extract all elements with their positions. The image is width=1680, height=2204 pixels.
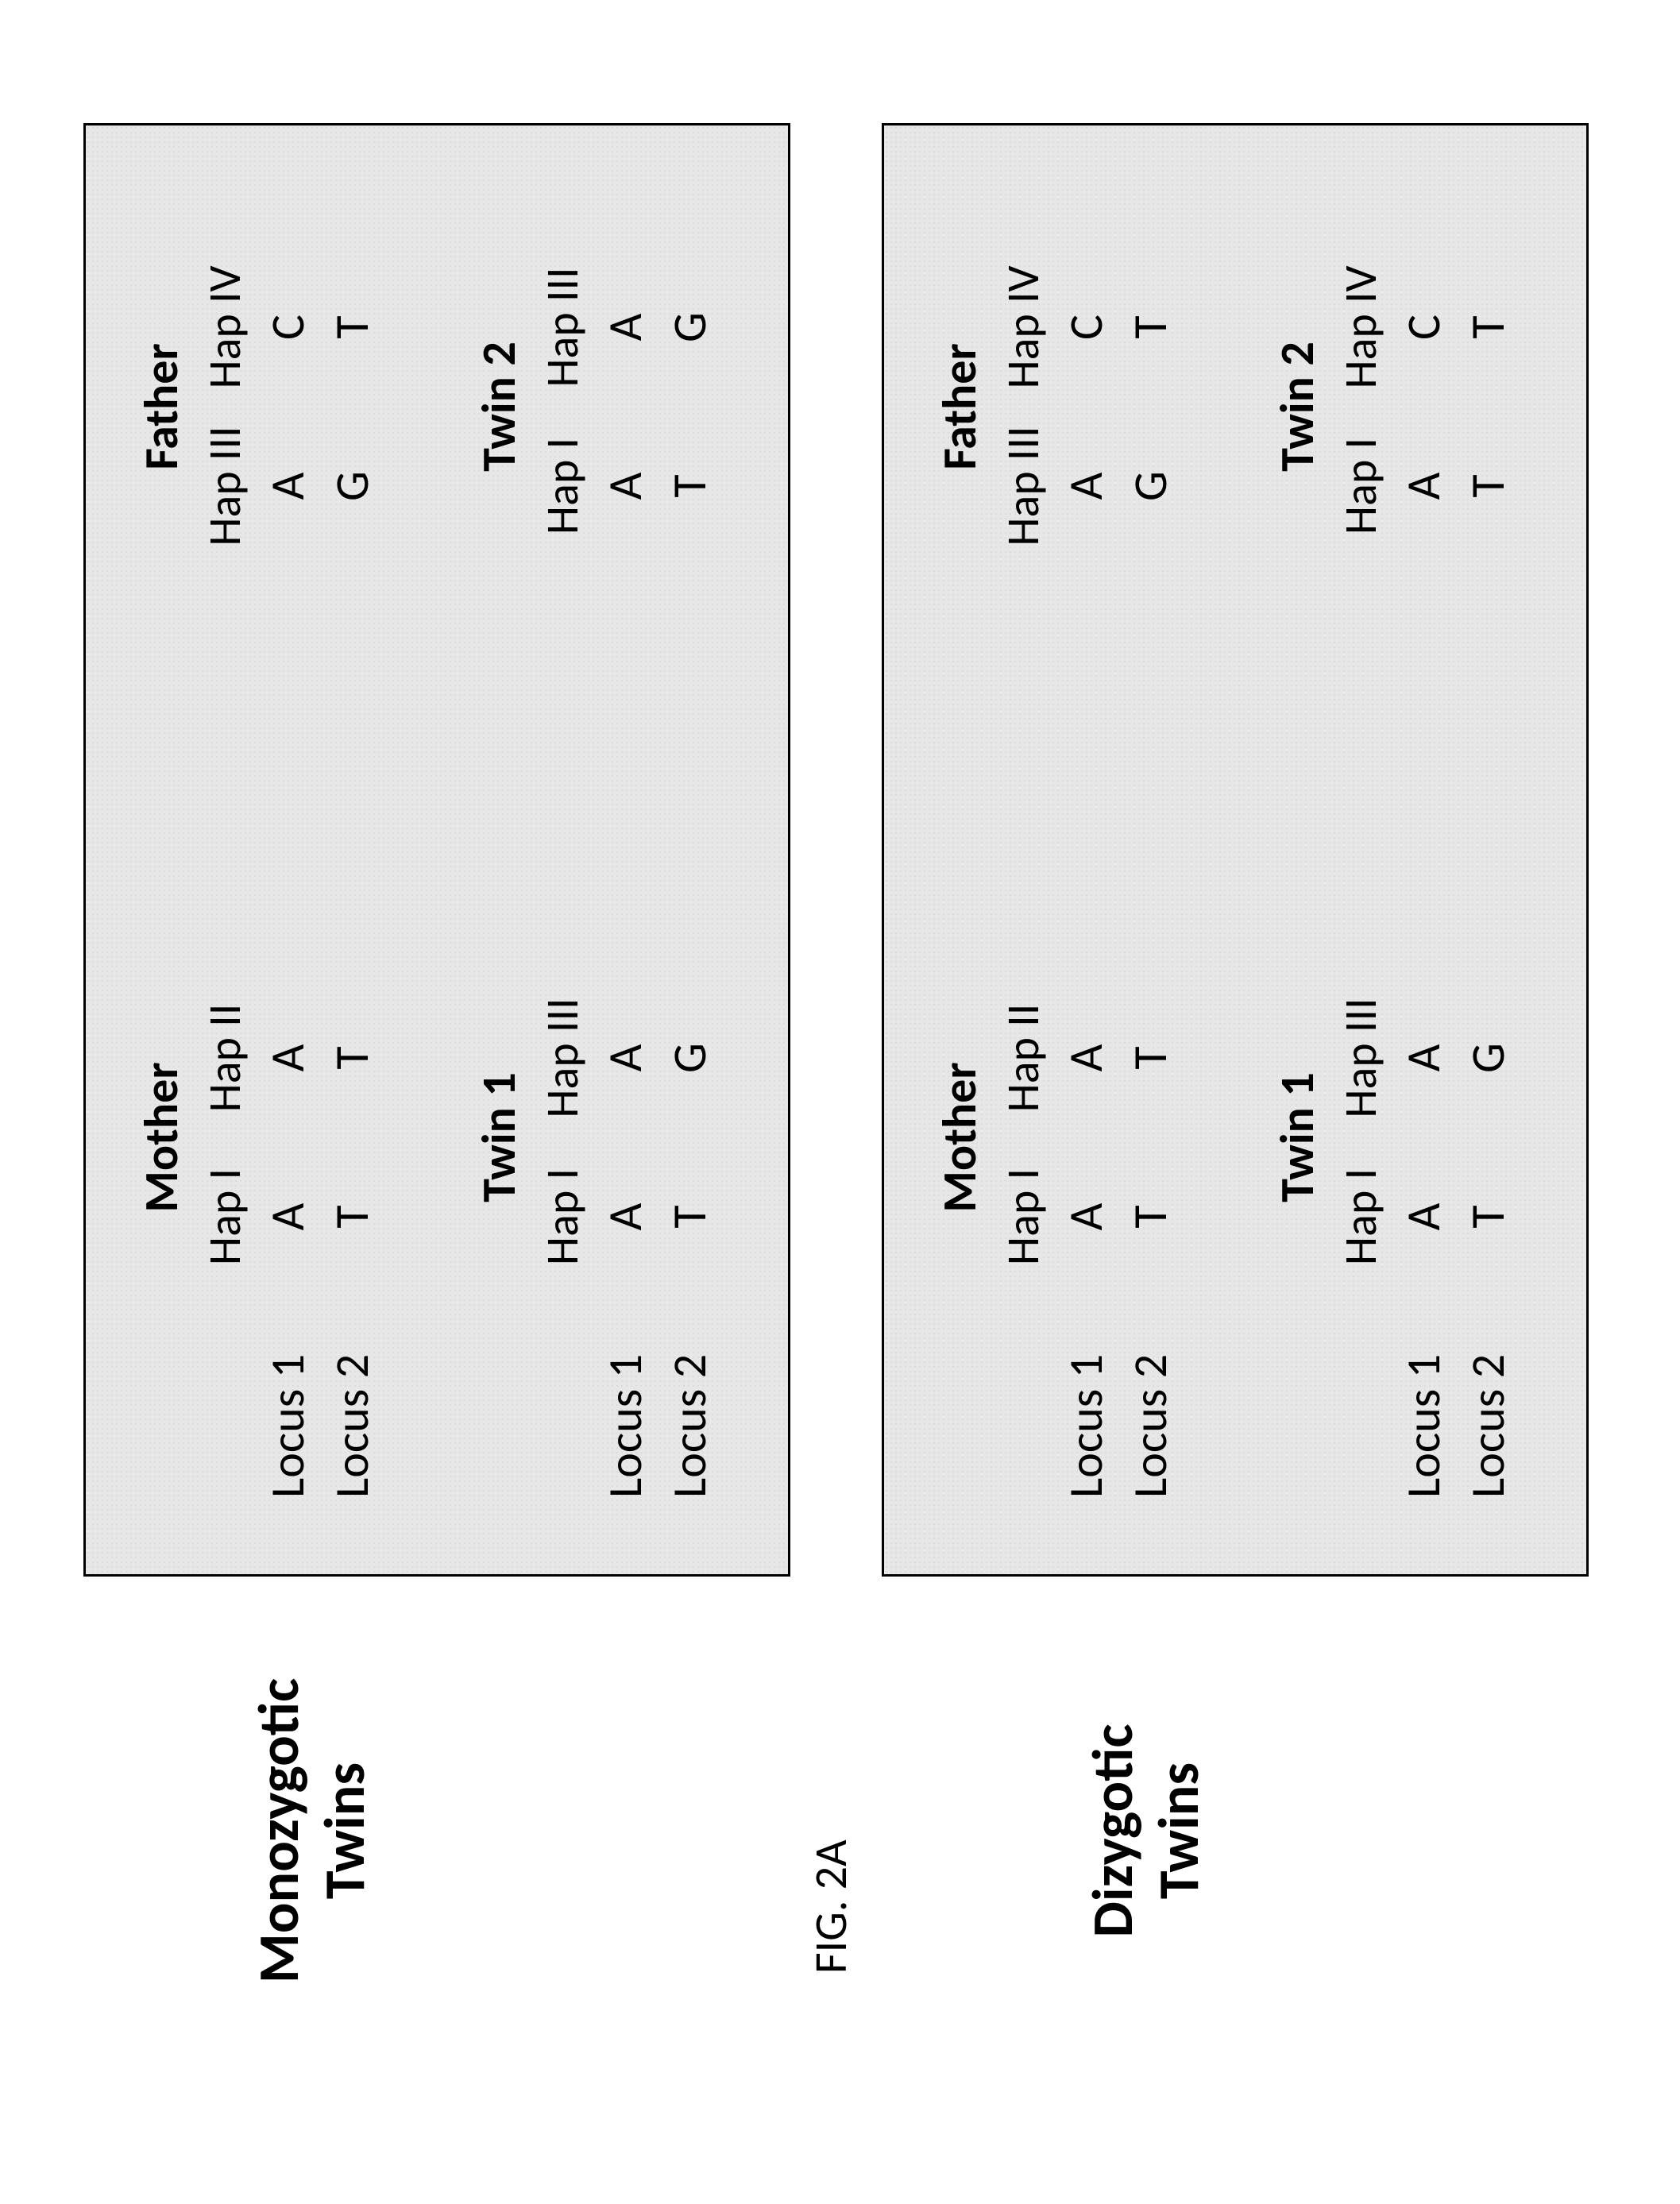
hap-header: Hap I — [531, 407, 593, 565]
allele: C — [1054, 248, 1118, 407]
allele: G — [1456, 978, 1520, 1137]
allele: A — [593, 1137, 658, 1296]
block-title: Father — [928, 248, 992, 565]
section-label-line1: Dizygotic — [1078, 1724, 1148, 1938]
hap-header: Hap III — [531, 978, 593, 1137]
hap-header: Hap IV — [194, 248, 256, 407]
allele: A — [1392, 407, 1456, 565]
allele: G — [1118, 407, 1183, 565]
row-label — [593, 565, 658, 772]
row-label — [1118, 565, 1183, 772]
allele: T — [320, 978, 384, 1137]
block-title: Twin 2 — [467, 248, 531, 565]
row-label: Locus 1 — [593, 1296, 658, 1503]
block-title: Mother — [928, 978, 992, 1296]
hap-header: Hap III — [1330, 978, 1392, 1137]
block-twin1-mono: Twin 1 Hap I Hap III Locus 1 A A Locus 2… — [467, 978, 722, 1503]
row-label: Locus 1 — [256, 1296, 320, 1503]
allele: C — [1392, 248, 1456, 407]
allele: A — [593, 407, 658, 565]
hap-header: Hap I — [1330, 1137, 1392, 1296]
allele: G — [658, 978, 722, 1137]
hap-header: Hap I — [1330, 407, 1392, 565]
row-label — [1456, 565, 1520, 772]
allele: T — [320, 248, 384, 407]
allele: T — [1456, 248, 1520, 407]
figure-canvas: FIG. 2A Monozygotic Twins Dizygotic Twin… — [0, 0, 1680, 2204]
hap-header: Hap IV — [992, 248, 1054, 407]
row-label — [1054, 565, 1118, 772]
block-father-di: Father Hap III Hap IV A C G T — [928, 248, 1183, 772]
allele: G — [658, 248, 722, 407]
figure-label: FIG. 2A — [802, 1839, 859, 1974]
allele: A — [593, 978, 658, 1137]
row-label — [256, 565, 320, 772]
allele: A — [256, 978, 320, 1137]
row-label: Locus 2 — [1118, 1296, 1183, 1503]
block-twin1-di: Twin 1 Hap I Hap III Locus 1 A A Locus 2… — [1265, 978, 1520, 1503]
panel-dizygotic: Mother Hap I Hap II Locus 1 A A Locus 2 … — [882, 123, 1589, 1577]
allele: A — [1392, 978, 1456, 1137]
row-label: Locus 1 — [1054, 1296, 1118, 1503]
block-father-mono: Father Hap III Hap IV A C G T — [129, 248, 384, 772]
hap-header: Hap I — [194, 1137, 256, 1296]
allele: A — [1392, 1137, 1456, 1296]
row-label — [658, 565, 722, 772]
allele: A — [256, 1137, 320, 1296]
allele: A — [256, 407, 320, 565]
hap-header: Hap III — [194, 407, 256, 565]
hap-header: Hap III — [992, 407, 1054, 565]
row-label: Locus 2 — [658, 1296, 722, 1503]
section-label-line2: Twins — [310, 1762, 380, 1899]
hap-header: Hap III — [531, 248, 593, 407]
allele: T — [658, 407, 722, 565]
block-mother-mono: Mother Hap I Hap II Locus 1 A A Locus 2 … — [129, 978, 384, 1503]
hap-header: Hap II — [992, 978, 1054, 1137]
allele: T — [658, 1137, 722, 1296]
allele: A — [1054, 407, 1118, 565]
allele: T — [320, 1137, 384, 1296]
row-label: Locus 2 — [320, 1296, 384, 1503]
row-label: Locus 2 — [1456, 1296, 1520, 1503]
section-label-dizygotic: Dizygotic Twins — [1080, 1624, 1212, 2037]
block-twin2-di: Twin 2 Hap I Hap IV A C T T — [1265, 248, 1520, 772]
allele: A — [593, 248, 658, 407]
block-title: Father — [129, 248, 194, 565]
hap-header: Hap I — [531, 1137, 593, 1296]
row-label — [320, 565, 384, 772]
block-twin2-mono: Twin 2 Hap I Hap III A A T G — [467, 248, 722, 772]
hap-header: Hap I — [992, 1137, 1054, 1296]
allele: A — [1054, 978, 1118, 1137]
allele: C — [256, 248, 320, 407]
hap-header: Hap IV — [1330, 248, 1392, 407]
section-label-line1: Monozygotic — [244, 1678, 314, 1983]
allele: A — [1054, 1137, 1118, 1296]
hap-header: Hap II — [194, 978, 256, 1137]
section-label-line2: Twins — [1144, 1762, 1214, 1899]
block-title: Twin 1 — [467, 978, 531, 1296]
block-title: Mother — [129, 978, 194, 1296]
section-label-monozygotic: Monozygotic Twins — [246, 1624, 378, 2037]
allele: T — [1456, 1137, 1520, 1296]
block-title: Twin 1 — [1265, 978, 1330, 1296]
allele: T — [1118, 248, 1183, 407]
block-mother-di: Mother Hap I Hap II Locus 1 A A Locus 2 … — [928, 978, 1183, 1503]
row-label — [1392, 565, 1456, 772]
row-label: Locus 1 — [1392, 1296, 1456, 1503]
allele: T — [1118, 1137, 1183, 1296]
panel-monozygotic: Mother Hap I Hap II Locus 1 A A Locus 2 … — [83, 123, 790, 1577]
allele: T — [1118, 978, 1183, 1137]
allele: G — [320, 407, 384, 565]
allele: T — [1456, 407, 1520, 565]
block-title: Twin 2 — [1265, 248, 1330, 565]
